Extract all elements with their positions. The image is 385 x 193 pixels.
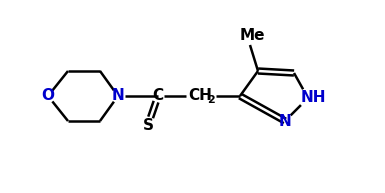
Text: N: N: [112, 89, 124, 103]
Text: CH: CH: [188, 87, 212, 102]
Text: NH: NH: [300, 91, 326, 106]
Text: N: N: [279, 113, 291, 129]
Text: 2: 2: [207, 95, 215, 105]
Text: C: C: [152, 89, 164, 103]
Text: Me: Me: [239, 27, 265, 42]
Text: O: O: [42, 89, 55, 103]
Text: S: S: [142, 118, 154, 133]
